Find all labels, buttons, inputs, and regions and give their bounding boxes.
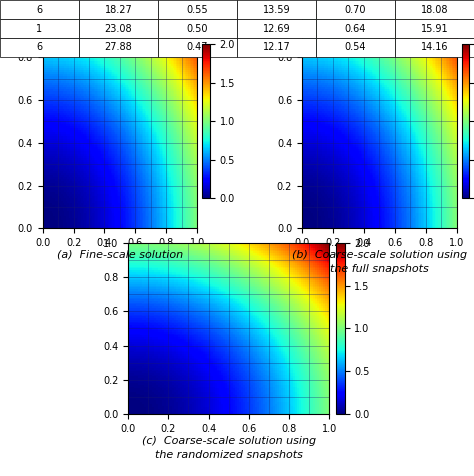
Text: the randomized snapshots: the randomized snapshots bbox=[155, 450, 303, 460]
Text: the full snapshots: the full snapshots bbox=[330, 264, 428, 274]
Text: (a)  Fine-scale solution: (a) Fine-scale solution bbox=[57, 250, 183, 260]
Text: (c)  Coarse-scale solution using: (c) Coarse-scale solution using bbox=[142, 436, 316, 446]
Text: (b)  Coarse-scale solution using: (b) Coarse-scale solution using bbox=[292, 250, 467, 260]
